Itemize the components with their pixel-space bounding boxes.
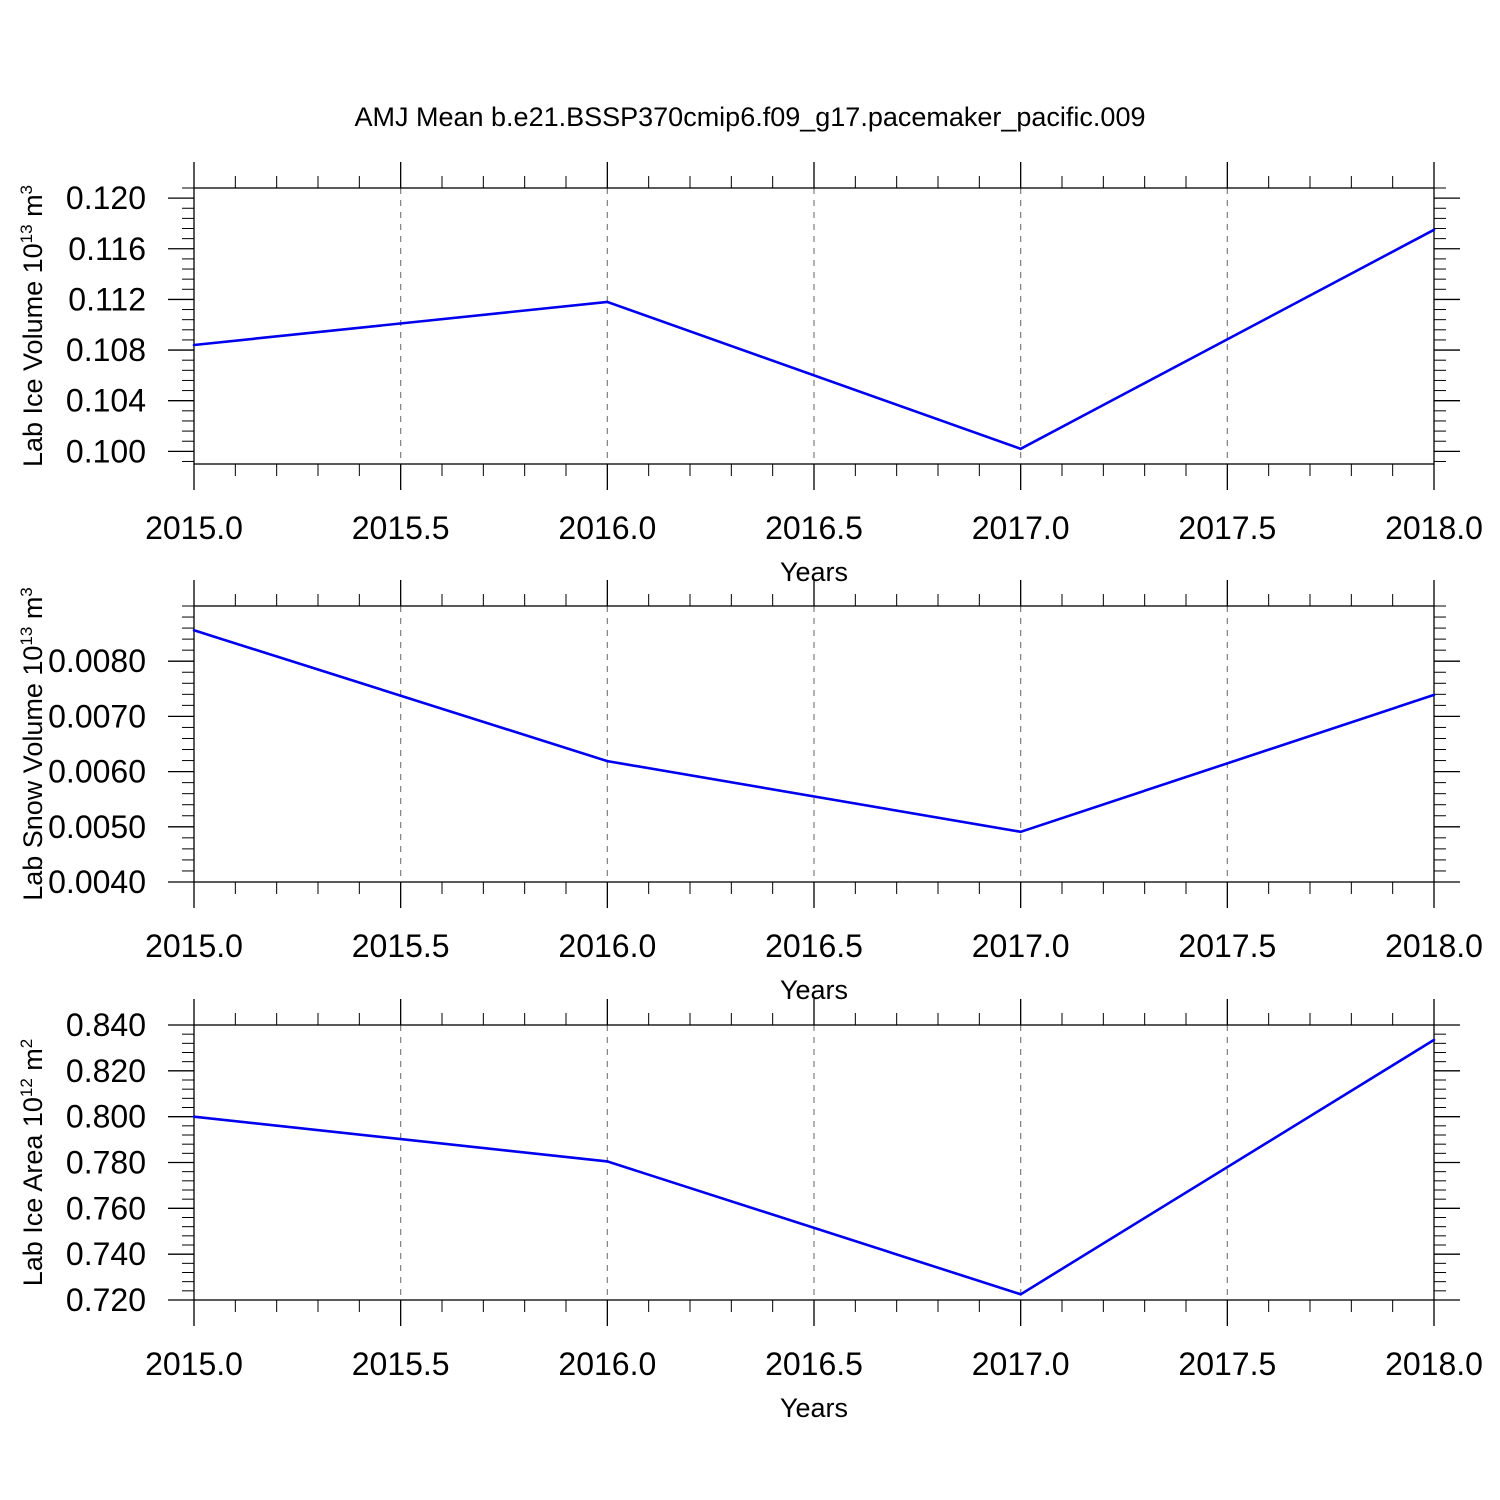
data-point — [1432, 693, 1436, 697]
x-tick-label: 2015.0 — [145, 1346, 243, 1382]
x-tick-label: 2016.5 — [765, 1346, 863, 1382]
x-tick-label: 2016.5 — [765, 510, 863, 546]
x-tick-label: 2017.0 — [972, 1346, 1070, 1382]
data-point — [606, 759, 609, 763]
y-tick-label: 0.780 — [66, 1145, 146, 1181]
data-point — [192, 343, 196, 347]
data-series-line — [193, 228, 1435, 451]
data-point — [606, 1160, 609, 1163]
y-tick-label: 0.760 — [66, 1190, 146, 1226]
y-tick-label: 0.0040 — [48, 864, 146, 900]
y-tick-label: 0.840 — [66, 1007, 146, 1043]
x-tick-label: 2016.0 — [558, 928, 656, 964]
y-tick-label: 0.0060 — [48, 754, 146, 790]
chart-panel-3: 2015.0 2015.5 2016.0 2016.5 2017.0 2017.5 2018… — [17, 999, 1483, 1423]
x-tick-label: 2017.0 — [972, 510, 1070, 546]
y-tick-label: 0.100 — [66, 433, 146, 469]
y-tick-label: 0.720 — [66, 1282, 146, 1318]
x-axis-label: Years — [780, 1393, 848, 1423]
y-tick-label: 0.820 — [66, 1053, 146, 1089]
x-tick-label: 2016.5 — [765, 928, 863, 964]
chart-panel-2: 2015.0 2015.5 2016.0 2016.5 2017.0 2017.5 2018… — [17, 580, 1483, 1005]
y-tick-label: 0.112 — [68, 281, 146, 317]
x-tick-label: 2018.0 — [1385, 928, 1483, 964]
y-tick-label: 0.116 — [68, 231, 146, 267]
y-tick-label: 0.0050 — [48, 809, 146, 845]
x-tick-label: 2017.5 — [1178, 1346, 1276, 1382]
data-point — [1432, 1038, 1436, 1042]
x-tick-label: 2017.5 — [1178, 510, 1276, 546]
y-tick-label: 0.740 — [66, 1236, 146, 1272]
data-point — [1432, 228, 1436, 232]
data-point — [1019, 1292, 1022, 1296]
y-axis-label: Lab Ice Area 1012 m2 — [17, 1039, 48, 1287]
y-tick-label: 0.120 — [66, 180, 146, 216]
data-point — [192, 1115, 196, 1118]
data-point — [1019, 830, 1022, 834]
data-point — [1019, 447, 1022, 451]
x-tick-label: 2018.0 — [1385, 510, 1483, 546]
x-tick-label: 2015.0 — [145, 928, 243, 964]
x-tick-label: 2017.5 — [1178, 928, 1276, 964]
y-tick-label: 0.104 — [66, 383, 146, 419]
x-tick-label: 2015.5 — [352, 1346, 450, 1382]
y-axis-label: Lab Ice Volume 1013 m3 — [17, 185, 48, 467]
x-tick-label: 2016.0 — [558, 1346, 656, 1382]
figure-title: AMJ Mean b.e21.BSSP370cmip6.f09_g17.pace… — [355, 102, 1146, 132]
y-tick-label: 0.800 — [66, 1099, 146, 1135]
y-tick-label: 0.0070 — [48, 698, 146, 734]
y-axis-label: Lab Snow Volume 1013 m3 — [17, 587, 48, 901]
data-series-line — [193, 629, 1435, 834]
x-tick-label: 2015.5 — [352, 510, 450, 546]
chart-panel-1: 2015.0 2015.5 2016.0 2016.5 2017.0 2017.5 2018… — [17, 162, 1483, 587]
y-tick-label: 0.0080 — [48, 643, 146, 679]
x-tick-label: 2015.5 — [352, 928, 450, 964]
x-tick-label: 2015.0 — [145, 510, 243, 546]
x-tick-label: 2017.0 — [972, 928, 1070, 964]
x-tick-label: 2016.0 — [558, 510, 656, 546]
data-point — [606, 300, 609, 304]
data-series-line — [193, 1038, 1435, 1296]
data-point — [192, 628, 196, 632]
y-tick-label: 0.108 — [66, 332, 146, 368]
x-tick-label: 2018.0 — [1385, 1346, 1483, 1382]
panels-container: 2015.0 2015.5 2016.0 2016.5 2017.0 2017.5 2018… — [17, 162, 1483, 1423]
